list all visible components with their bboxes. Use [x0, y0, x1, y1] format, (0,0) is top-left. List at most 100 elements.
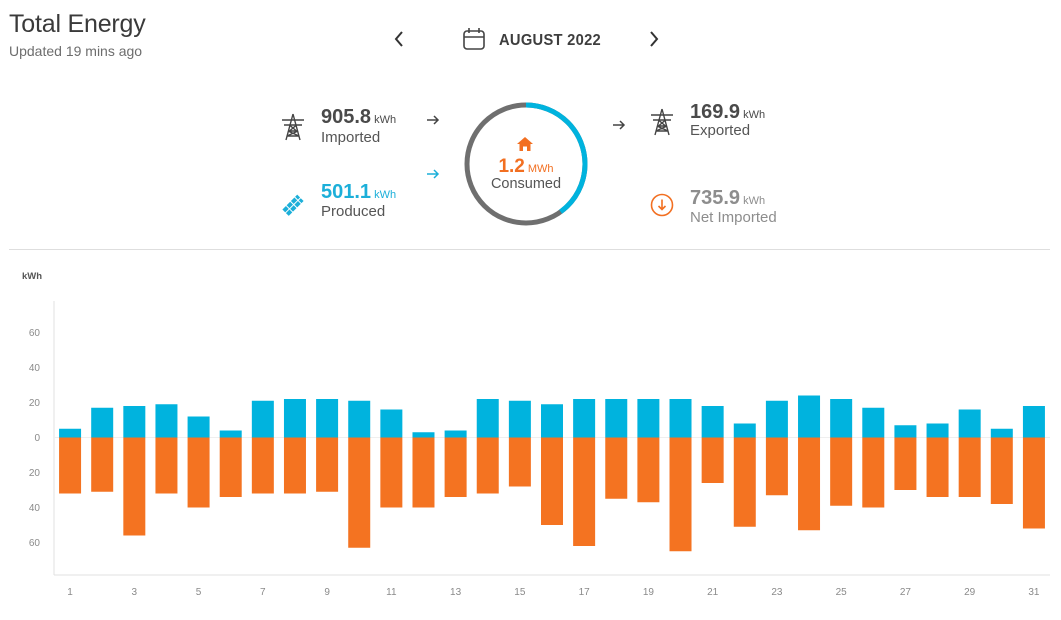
consumed-bar[interactable]	[541, 437, 563, 526]
consumed-bar[interactable]	[283, 437, 306, 494]
consumed-bar[interactable]	[91, 437, 114, 492]
x-tick-label: 19	[643, 587, 655, 598]
produced-bar[interactable]	[412, 432, 435, 438]
exported-value: 169.9	[690, 101, 741, 123]
produced-bar[interactable]	[637, 399, 660, 438]
produced-bar[interactable]	[187, 416, 210, 438]
consumed-bar[interactable]	[123, 437, 146, 536]
consumed-bar[interactable]	[701, 437, 724, 484]
calendar-icon[interactable]	[462, 27, 486, 56]
consumed-bar[interactable]	[894, 437, 917, 491]
produced-bar[interactable]	[444, 430, 467, 438]
download-circle-icon	[650, 193, 674, 222]
consumed-ring	[462, 100, 590, 228]
consumed-value: 1.2	[498, 156, 525, 177]
consumed-unit: MWh	[527, 163, 554, 175]
produced-bar[interactable]	[573, 399, 596, 438]
produced-bar[interactable]	[283, 399, 306, 438]
x-tick-label: 25	[836, 587, 848, 598]
consumed-bar[interactable]	[59, 437, 82, 494]
produced-bar[interactable]	[669, 399, 692, 438]
consumed-bar[interactable]	[958, 437, 981, 498]
produced-bar[interactable]	[733, 423, 756, 438]
produced-bar[interactable]	[59, 428, 82, 438]
x-tick-label: 27	[900, 587, 912, 598]
consumed-bar[interactable]	[669, 437, 692, 552]
y-tick-label: 40	[29, 363, 41, 374]
produced-bar[interactable]	[862, 407, 885, 438]
produced-bar[interactable]	[251, 400, 274, 438]
y-tick-label: 60	[29, 328, 41, 339]
produced-bar[interactable]	[1022, 406, 1045, 438]
x-tick-label: 13	[450, 587, 462, 598]
produced-bar[interactable]	[219, 430, 242, 438]
produced-bar[interactable]	[123, 406, 146, 438]
y-tick-label: 60	[29, 538, 41, 549]
produced-bar[interactable]	[605, 399, 628, 438]
updated-timestamp: Updated 19 mins ago	[9, 43, 143, 59]
consumed-ring-produced-arc	[464, 102, 588, 226]
consumed-bar[interactable]	[476, 437, 499, 494]
consumed-bar[interactable]	[219, 437, 242, 498]
produced-bar[interactable]	[701, 406, 724, 438]
produced-bar[interactable]	[91, 407, 114, 438]
y-tick-label: 20	[29, 468, 41, 479]
produced-value: 501.1	[321, 181, 372, 203]
imported-label: Imported	[321, 129, 381, 146]
produced-bar[interactable]	[541, 404, 563, 438]
consumed-bar[interactable]	[187, 437, 210, 508]
consumed-bar[interactable]	[573, 437, 596, 547]
produced-bar[interactable]	[830, 399, 853, 438]
produced-bar[interactable]	[380, 409, 403, 438]
net-imported-unit: kWh	[743, 195, 766, 207]
next-month-button[interactable]	[643, 28, 665, 50]
y-tick-label: 20	[29, 398, 41, 409]
produced-bar[interactable]	[926, 423, 949, 438]
consumed-bar[interactable]	[1022, 437, 1045, 529]
page-title: Total Energy	[9, 10, 146, 38]
consumed-bar[interactable]	[155, 437, 178, 494]
x-tick-label: 3	[132, 587, 138, 598]
produced-bar[interactable]	[155, 404, 178, 438]
consumed-bar[interactable]	[380, 437, 403, 508]
produced-bar[interactable]	[798, 395, 821, 438]
consumed-bar[interactable]	[251, 437, 274, 494]
consumed-bar[interactable]	[926, 437, 949, 498]
consumed-bar[interactable]	[348, 437, 371, 548]
consumed-bar[interactable]	[862, 437, 885, 508]
x-tick-label: 5	[196, 587, 202, 598]
produced-bar[interactable]	[476, 399, 499, 438]
produced-bar[interactable]	[508, 400, 531, 438]
x-tick-label: 1	[67, 587, 73, 598]
produced-bar[interactable]	[894, 425, 917, 438]
y-axis-label: kWh	[22, 271, 42, 282]
arrow-right-icon	[426, 112, 440, 128]
consumed-bar[interactable]	[830, 437, 853, 506]
x-tick-label: 31	[1028, 587, 1040, 598]
consumed-bar[interactable]	[637, 437, 660, 503]
period-label[interactable]: AUGUST 2022	[499, 32, 602, 49]
produced-bar[interactable]	[958, 409, 981, 438]
produced-bar[interactable]	[316, 399, 339, 438]
exported-unit: kWh	[743, 109, 766, 121]
produced-bar[interactable]	[990, 428, 1013, 438]
consumed-bar[interactable]	[765, 437, 788, 496]
exported-label: Exported	[690, 122, 751, 139]
previous-month-button[interactable]	[388, 28, 410, 50]
consumed-bar[interactable]	[444, 437, 467, 498]
x-tick-label: 7	[260, 587, 266, 598]
produced-bar[interactable]	[765, 400, 788, 438]
consumed-bar[interactable]	[508, 437, 531, 487]
consumed-bar[interactable]	[733, 437, 756, 527]
home-icon	[516, 136, 534, 157]
exported-value-group: 169.9 kWh	[690, 101, 765, 124]
consumed-bar[interactable]	[412, 437, 435, 508]
consumed-bar[interactable]	[990, 437, 1013, 505]
x-tick-label: 11	[386, 587, 397, 598]
consumed-bar[interactable]	[798, 437, 821, 531]
produced-bar[interactable]	[348, 400, 371, 438]
consumed-bar[interactable]	[605, 437, 628, 499]
consumed-bar[interactable]	[316, 437, 339, 492]
power-tower-icon	[649, 108, 675, 141]
